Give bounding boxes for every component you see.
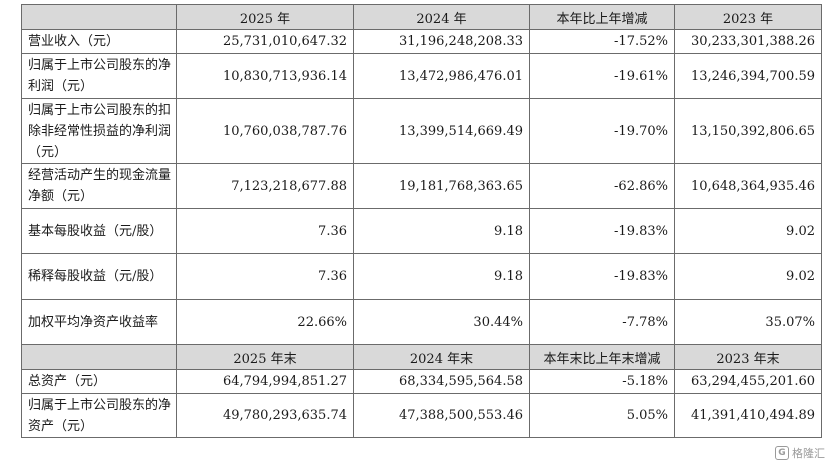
value-2025: 7.36 (176, 208, 354, 254)
value-change: -19.61% (529, 53, 675, 99)
value-2023: 13,150,392,806.65 (674, 98, 822, 164)
table-row: 加权平均净资产收益率 22.66% 30.44% -7.78% 35.07% (21, 299, 822, 345)
value-2025: 25,731,010,647.32 (176, 29, 354, 54)
table-row: 归属于上市公司股东的净资产（元） 49,780,293,635.74 47,38… (21, 393, 822, 438)
row-label: 总资产（元） (21, 369, 177, 394)
value-2023: 13,246,394,700.59 (674, 53, 822, 99)
value-2025: 22.66% (176, 299, 354, 345)
row-label: 归属于上市公司股东的净利润（元） (21, 53, 177, 99)
value-change: -62.86% (529, 163, 675, 209)
value-2025: 49,780,293,635.74 (176, 393, 354, 438)
value-change: -19.83% (529, 253, 675, 300)
value-change: 5.05% (529, 393, 675, 438)
value-2023: 41,391,410,494.89 (674, 393, 822, 438)
value-change: -19.83% (529, 208, 675, 254)
value-2024: 47,388,500,553.46 (353, 393, 530, 438)
value-2024: 31,196,248,208.33 (353, 29, 530, 54)
table-row: 营业收入（元） 25,731,010,647.32 31,196,248,208… (21, 29, 822, 54)
header-2025-end: 2025 年末 (176, 344, 354, 370)
value-2025: 64,794,994,851.27 (176, 369, 354, 394)
header-2023: 2023 年 (674, 4, 822, 30)
row-label: 归属于上市公司股东的扣除非经常性损益的净利润（元） (21, 98, 177, 164)
value-2023: 9.02 (674, 208, 822, 254)
header-2023-end: 2023 年末 (674, 344, 822, 370)
value-2024: 68,334,595,564.58 (353, 369, 530, 394)
value-2024: 19,181,768,363.65 (353, 163, 530, 209)
value-2024: 9.18 (353, 253, 530, 300)
value-2023: 10,648,364,935.46 (674, 163, 822, 209)
financial-summary-table: 2025 年 2024 年 本年比上年增减 2023 年 营业收入（元） 25,… (21, 4, 822, 438)
value-2024: 13,472,986,476.01 (353, 53, 530, 99)
value-2025: 10,760,038,787.76 (176, 98, 354, 164)
value-change: -5.18% (529, 369, 675, 394)
value-2025: 7.36 (176, 253, 354, 300)
value-2023: 35.07% (674, 299, 822, 345)
header-change: 本年比上年增减 (529, 4, 675, 30)
value-2023: 30,233,301,388.26 (674, 29, 822, 54)
row-label: 稀释每股收益（元/股） (21, 253, 177, 300)
row-label: 基本每股收益（元/股） (21, 208, 177, 254)
gelonghui-logo-icon: G (775, 446, 789, 460)
value-2024: 30.44% (353, 299, 530, 345)
value-2025: 7,123,218,677.88 (176, 163, 354, 209)
row-label: 归属于上市公司股东的净资产（元） (21, 393, 177, 438)
header-2024-end: 2024 年末 (353, 344, 530, 370)
row-label: 加权平均净资产收益率 (21, 299, 177, 345)
value-2023: 9.02 (674, 253, 822, 300)
watermark: G 格隆汇 (775, 445, 825, 461)
value-change: -7.78% (529, 299, 675, 345)
table-row: 总资产（元） 64,794,994,851.27 68,334,595,564.… (21, 369, 822, 394)
row-label: 营业收入（元） (21, 29, 177, 54)
value-2023: 63,294,455,201.60 (674, 369, 822, 394)
table-row: 归属于上市公司股东的扣除非经常性损益的净利润（元） 10,760,038,787… (21, 98, 822, 164)
value-change: -17.52% (529, 29, 675, 54)
table-row: 稀释每股收益（元/股） 7.36 9.18 -19.83% 9.02 (21, 253, 822, 300)
table-row: 基本每股收益（元/股） 7.36 9.18 -19.83% 9.02 (21, 208, 822, 254)
subheader-blank-cell (21, 344, 177, 370)
row-label: 经营活动产生的现金流量净额（元） (21, 163, 177, 209)
table-row: 经营活动产生的现金流量净额（元） 7,123,218,677.88 19,181… (21, 163, 822, 209)
header-change-end: 本年末比上年末增减 (529, 344, 675, 370)
value-2024: 13,399,514,669.49 (353, 98, 530, 164)
value-2024: 9.18 (353, 208, 530, 254)
header-2025: 2025 年 (176, 4, 354, 30)
table-subheader-row: 2025 年末 2024 年末 本年末比上年末增减 2023 年末 (21, 344, 822, 370)
value-2025: 10,830,713,936.14 (176, 53, 354, 99)
header-2024: 2024 年 (353, 4, 530, 30)
watermark-text: 格隆汇 (792, 447, 825, 460)
table-row: 归属于上市公司股东的净利润（元） 10,830,713,936.14 13,47… (21, 53, 822, 99)
table-header-row: 2025 年 2024 年 本年比上年增减 2023 年 (21, 4, 822, 30)
value-change: -19.70% (529, 98, 675, 164)
header-blank-cell (21, 4, 177, 30)
